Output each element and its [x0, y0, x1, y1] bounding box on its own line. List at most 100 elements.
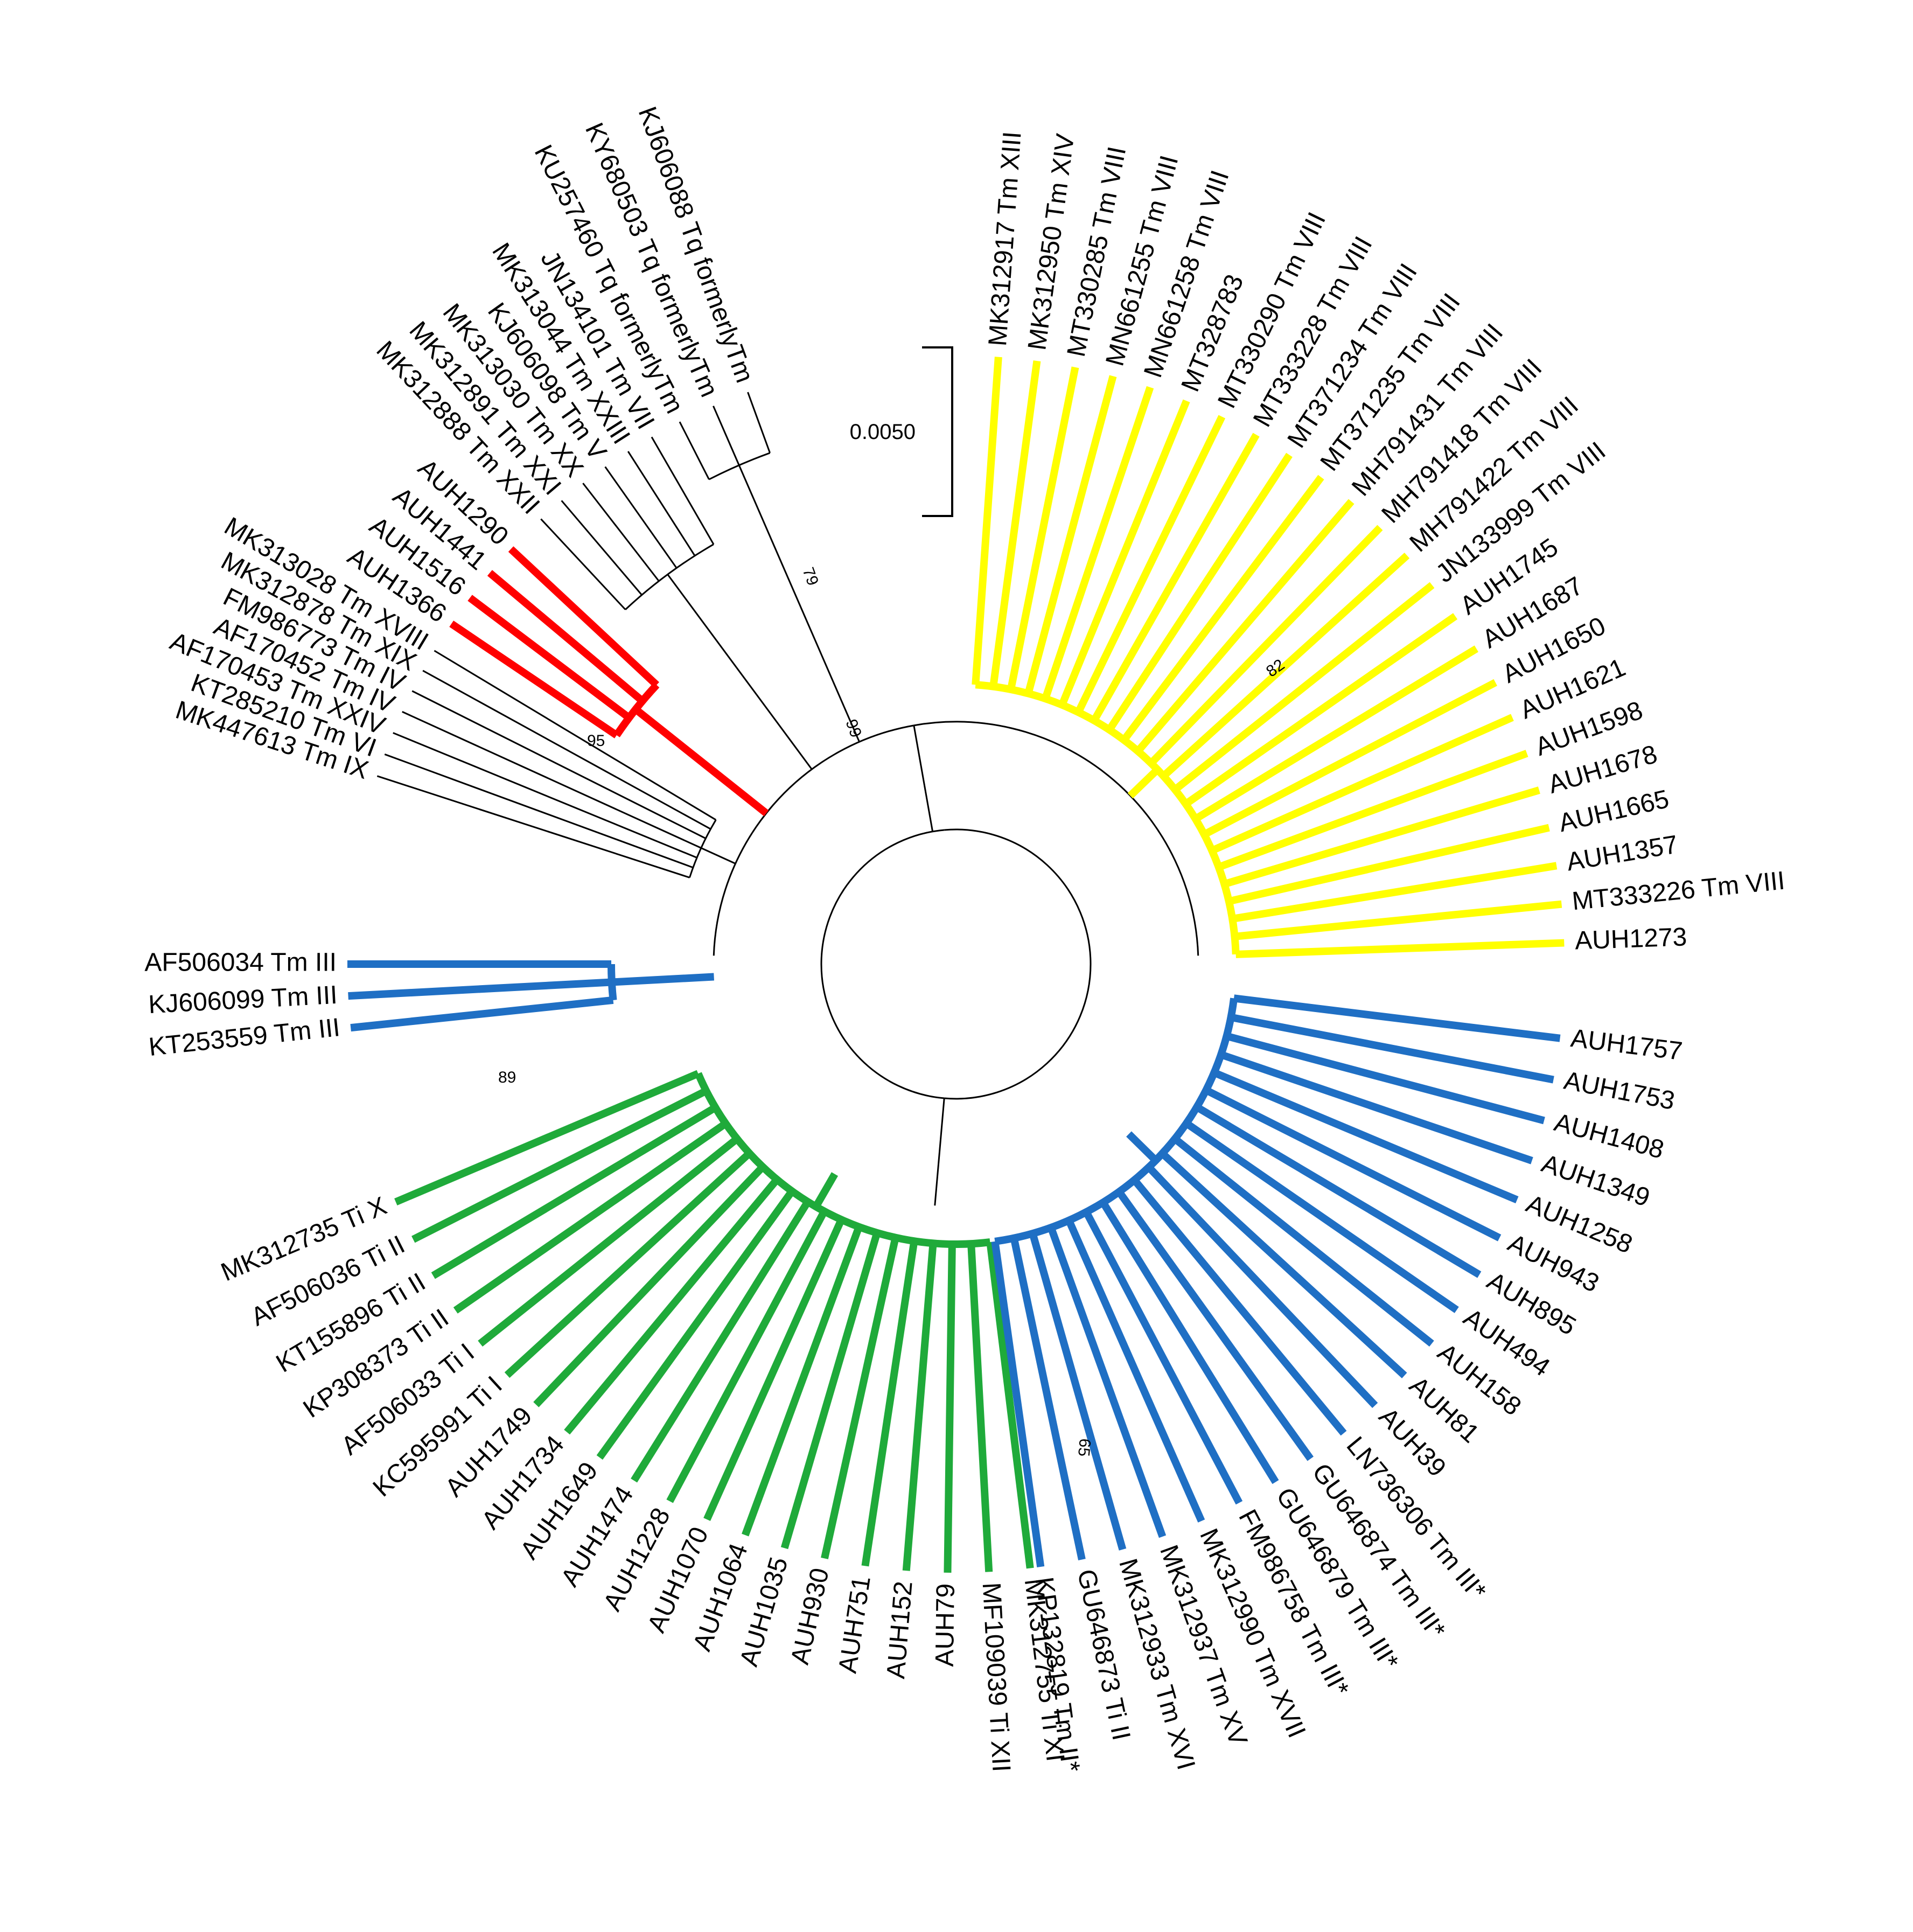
- leaf-branch: [1172, 1135, 1434, 1347]
- leaf-branch: [902, 1243, 937, 1571]
- leaf-branch: [1183, 613, 1458, 807]
- tree-branches: [347, 357, 1565, 1573]
- leaf-label: AUH1753: [1562, 1066, 1677, 1116]
- scale-bar-line: [922, 346, 953, 517]
- leaf-branch: [1047, 1226, 1167, 1538]
- leaf-label: MK312917 Tm XIII: [983, 130, 1027, 347]
- leaf-branch: [1010, 1237, 1086, 1560]
- leaf-branch: [742, 1225, 863, 1537]
- leaf-branch: [703, 1218, 845, 1521]
- leaf-branch: [1074, 415, 1226, 714]
- leaf-branch: [1235, 939, 1565, 958]
- leaf-branch: [1029, 1232, 1127, 1551]
- leaf-branch: [564, 1177, 780, 1435]
- blue-left-stem: [611, 973, 714, 986]
- leaf-branch: [972, 357, 1002, 685]
- leaf-branch: [1135, 499, 1355, 754]
- leaf-branch: [449, 620, 619, 738]
- backbone-arc: [713, 724, 914, 956]
- leaf-branch: [596, 1189, 795, 1460]
- leaf-label: AUH1757: [1569, 1024, 1684, 1066]
- leaf-branch: [561, 500, 643, 596]
- leaf-branch: [1228, 824, 1550, 905]
- leaf-branch: [1184, 1120, 1459, 1313]
- leaf-branch: [582, 483, 660, 582]
- leaf-branch: [780, 1231, 881, 1550]
- leaf-branch: [1193, 645, 1479, 822]
- leaf-branch: [1160, 1150, 1407, 1378]
- leaf-branch: [1146, 1164, 1378, 1408]
- leaf-branch: [411, 1087, 708, 1243]
- leaf-branch: [861, 1240, 918, 1567]
- leaf-branch: [1058, 399, 1190, 707]
- leaf-branch: [627, 451, 696, 556]
- leaf-branch: [1212, 1069, 1519, 1204]
- leaf-branch: [1131, 1177, 1347, 1436]
- backbone-arc: [913, 721, 1199, 956]
- leaf-branch: [1232, 862, 1558, 923]
- leaf-branch: [631, 1199, 811, 1483]
- black2-stem: [701, 847, 736, 864]
- leaf-label: MF109039 Ti XII: [977, 1582, 1016, 1773]
- leaf-branch: [384, 754, 694, 869]
- bootstrap-value: 99: [842, 717, 864, 740]
- leaf-branch: [1091, 433, 1260, 723]
- leaf-branch: [1172, 582, 1435, 793]
- leaf-branch: [453, 1120, 728, 1314]
- leaf-branch: [411, 690, 706, 839]
- leaf-branch: [747, 392, 771, 454]
- leaf-label: AUH930: [786, 1566, 835, 1668]
- leaf-branch: [540, 518, 626, 610]
- leaf-branch: [944, 1244, 956, 1573]
- leaf-label: MT333226 Tm VIII: [1571, 866, 1786, 916]
- green-stem: [812, 1172, 839, 1209]
- leaf-branch: [1116, 1189, 1314, 1461]
- leaf-branch: [467, 595, 632, 721]
- leaf-branch: [1121, 475, 1324, 743]
- leaf-branch: [1083, 1210, 1243, 1505]
- leaf-branch: [478, 1135, 739, 1347]
- leaf-branch: [1148, 525, 1383, 766]
- leaf-branch: [1065, 1218, 1205, 1523]
- leaf-branch: [1100, 1200, 1279, 1484]
- leaf-branch: [1233, 994, 1561, 1042]
- leaf-branch: [533, 1164, 766, 1407]
- black-stem: [667, 574, 813, 770]
- leaf-branch: [1217, 750, 1528, 871]
- leaf-branch: [1161, 553, 1410, 779]
- leaf-branch: [1219, 1051, 1533, 1164]
- leaf-branch: [1106, 452, 1293, 732]
- leaf-branch: [431, 1104, 717, 1279]
- leaf-label: AUH1357: [1565, 830, 1680, 876]
- leaf-branch: [1007, 366, 1079, 691]
- leaf-branch: [1223, 786, 1540, 888]
- leaf-branch: [1042, 386, 1154, 700]
- leaf-label: KJ606099 Tm III: [148, 981, 338, 1019]
- bootstrap-value: 89: [498, 1069, 516, 1086]
- leaf-label: AUH152: [882, 1580, 918, 1680]
- leaf-label: AUH79: [931, 1583, 960, 1666]
- root-arc: [944, 828, 1092, 1100]
- yellow-stem: [1127, 766, 1160, 799]
- backbone-branch: [913, 725, 934, 832]
- leaf-label: KT253559 Tm III: [148, 1013, 341, 1062]
- blue-right-stem: [1126, 1131, 1158, 1163]
- leaf-branch: [604, 466, 678, 569]
- leaf-branch: [1204, 1086, 1502, 1241]
- leaf-branch: [713, 406, 740, 466]
- leaf-branch: [422, 669, 711, 830]
- red-stem: [633, 706, 769, 817]
- leaf-branch: [376, 775, 690, 878]
- leaf-branch: [1210, 714, 1514, 854]
- leaf-branch: [1230, 1013, 1554, 1084]
- leaf-branch: [967, 1243, 993, 1572]
- leaf-branch: [1024, 375, 1117, 695]
- leaf-branch: [666, 1209, 828, 1503]
- scale-bar: 0.0050: [850, 346, 953, 517]
- leaf-branch: [348, 978, 612, 1000]
- leaf-label: AUH1273: [1574, 923, 1687, 955]
- scale-bar-label: 0.0050: [850, 420, 916, 444]
- bootstrap-value: 79: [799, 565, 821, 588]
- leaf-label: AF506034 Tm III: [144, 948, 337, 977]
